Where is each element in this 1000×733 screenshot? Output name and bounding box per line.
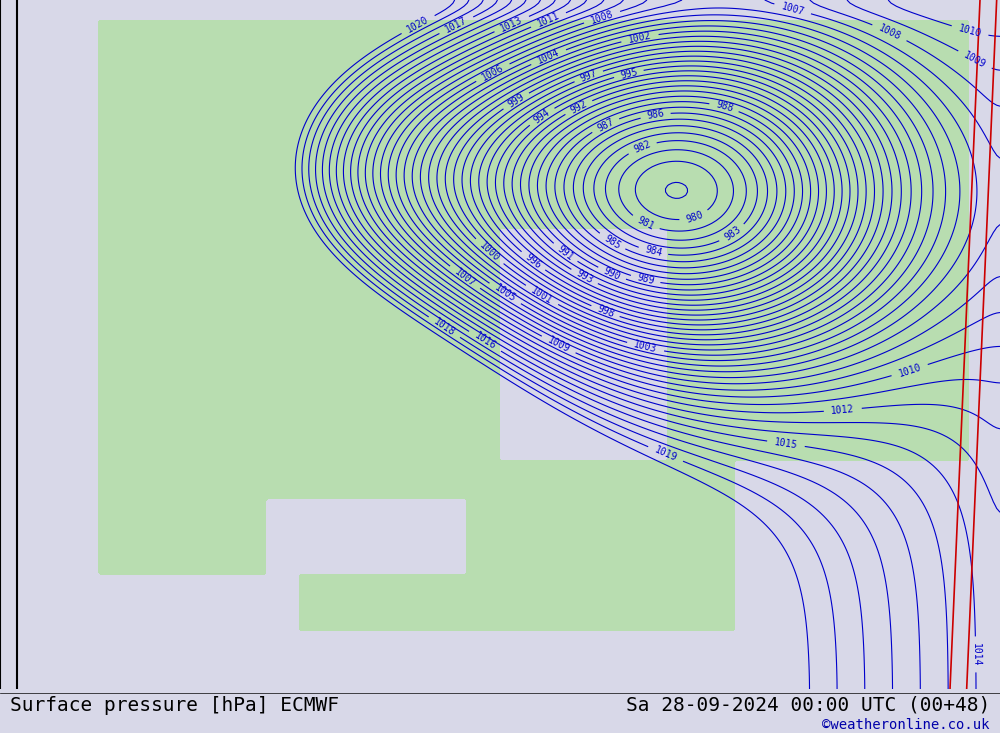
Text: 1003: 1003 — [633, 339, 658, 355]
Text: 1012: 1012 — [831, 404, 855, 416]
Text: 1019: 1019 — [653, 445, 678, 463]
Text: ©weatheronline.co.uk: ©weatheronline.co.uk — [822, 718, 990, 732]
Text: 990: 990 — [602, 265, 622, 282]
Text: 996: 996 — [523, 251, 543, 270]
Text: 992: 992 — [568, 98, 589, 116]
Text: 1009: 1009 — [546, 335, 571, 355]
Text: 1000: 1000 — [477, 240, 501, 263]
Text: 1008: 1008 — [877, 23, 902, 42]
Text: 1020: 1020 — [405, 15, 431, 34]
Text: 986: 986 — [646, 108, 665, 122]
Text: 1018: 1018 — [432, 317, 457, 338]
Text: 1009: 1009 — [962, 50, 988, 70]
Text: 1007: 1007 — [780, 1, 805, 17]
Text: 1008: 1008 — [589, 9, 615, 26]
Text: 983: 983 — [722, 224, 743, 243]
Text: 982: 982 — [632, 139, 652, 155]
Text: 997: 997 — [579, 68, 599, 84]
Text: 995: 995 — [619, 67, 639, 81]
Text: 1014: 1014 — [971, 643, 981, 666]
Text: 988: 988 — [714, 100, 734, 114]
Text: 1006: 1006 — [480, 62, 505, 82]
Text: 1001: 1001 — [529, 285, 554, 306]
Text: 1010: 1010 — [897, 362, 922, 379]
Text: 1002: 1002 — [627, 31, 652, 45]
Text: 994: 994 — [532, 107, 552, 125]
Text: 993: 993 — [574, 268, 594, 286]
Text: 1007: 1007 — [453, 266, 477, 289]
Text: 1015: 1015 — [774, 437, 798, 451]
Text: 1017: 1017 — [444, 15, 469, 35]
Text: 998: 998 — [595, 303, 615, 320]
Text: 1013: 1013 — [499, 15, 524, 34]
Text: Sa 28-09-2024 00:00 UTC (00+48): Sa 28-09-2024 00:00 UTC (00+48) — [626, 696, 990, 715]
Text: 1004: 1004 — [536, 48, 561, 66]
Text: 987: 987 — [595, 117, 615, 133]
Text: 991: 991 — [555, 243, 575, 262]
Text: 1010: 1010 — [957, 23, 983, 39]
Text: 980: 980 — [684, 210, 704, 225]
Text: Surface pressure [hPa] ECMWF: Surface pressure [hPa] ECMWF — [10, 696, 339, 715]
Text: 1011: 1011 — [536, 11, 561, 29]
Text: 981: 981 — [635, 215, 656, 232]
Text: 989: 989 — [636, 273, 655, 287]
Text: 985: 985 — [602, 233, 622, 251]
Text: 1016: 1016 — [472, 331, 498, 352]
Text: 999: 999 — [506, 92, 526, 110]
Text: 1005: 1005 — [493, 283, 518, 304]
Text: 984: 984 — [643, 245, 663, 259]
